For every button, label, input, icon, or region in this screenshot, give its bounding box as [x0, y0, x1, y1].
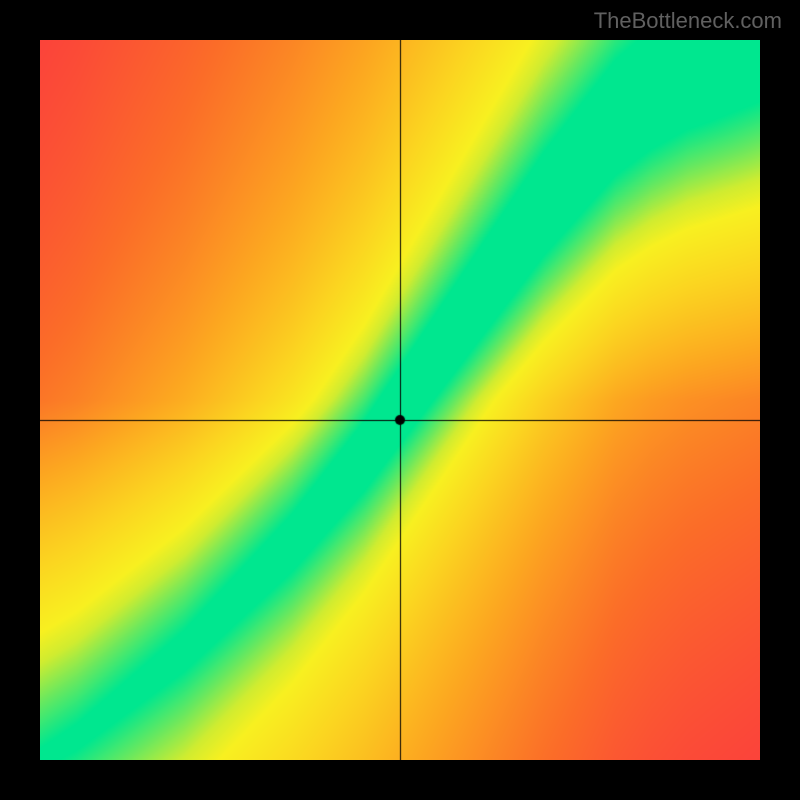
chart-root: TheBottleneck.com — [0, 0, 800, 800]
bottleneck-heatmap — [40, 40, 760, 760]
watermark-text: TheBottleneck.com — [594, 8, 782, 34]
